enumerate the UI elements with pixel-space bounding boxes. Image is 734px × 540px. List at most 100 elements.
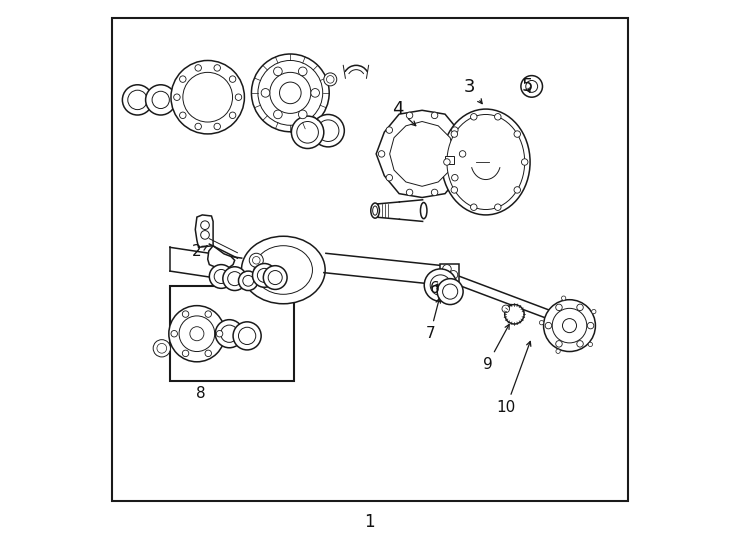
Circle shape (459, 151, 466, 157)
Circle shape (299, 110, 307, 119)
Circle shape (209, 265, 233, 288)
Circle shape (239, 327, 255, 345)
Circle shape (592, 309, 596, 314)
Bar (170, 286, 294, 381)
Circle shape (179, 316, 215, 352)
Circle shape (128, 90, 148, 110)
Circle shape (270, 72, 310, 113)
Circle shape (169, 306, 225, 362)
Circle shape (443, 276, 451, 285)
Circle shape (556, 304, 562, 310)
Circle shape (171, 60, 244, 134)
Circle shape (407, 189, 413, 195)
Circle shape (190, 327, 204, 341)
Circle shape (297, 122, 319, 143)
Text: 5: 5 (521, 77, 533, 95)
Circle shape (171, 330, 178, 337)
Ellipse shape (241, 237, 325, 303)
Circle shape (495, 204, 501, 211)
Circle shape (233, 322, 261, 350)
Circle shape (274, 110, 282, 119)
Circle shape (200, 231, 209, 239)
Circle shape (443, 284, 458, 299)
Ellipse shape (373, 206, 377, 215)
Circle shape (153, 340, 170, 357)
Bar (446, 156, 454, 164)
Circle shape (588, 342, 592, 347)
Circle shape (449, 271, 458, 279)
Circle shape (451, 187, 457, 193)
Circle shape (539, 321, 544, 325)
Circle shape (327, 76, 334, 83)
Circle shape (217, 330, 223, 337)
Circle shape (228, 272, 241, 286)
Circle shape (252, 264, 276, 287)
Circle shape (432, 112, 438, 119)
Circle shape (324, 73, 337, 86)
Circle shape (505, 305, 524, 324)
Circle shape (180, 76, 186, 82)
Circle shape (252, 54, 330, 132)
Circle shape (239, 271, 258, 291)
Circle shape (157, 343, 167, 353)
Circle shape (205, 311, 211, 318)
Circle shape (229, 76, 236, 82)
Circle shape (451, 127, 458, 133)
Circle shape (243, 275, 254, 286)
Circle shape (587, 322, 594, 329)
Circle shape (252, 256, 260, 264)
Circle shape (470, 113, 477, 120)
Text: 3: 3 (464, 78, 482, 104)
Text: 9: 9 (482, 325, 509, 372)
Circle shape (378, 151, 385, 157)
Circle shape (205, 350, 211, 356)
Circle shape (280, 82, 301, 104)
Circle shape (200, 221, 209, 230)
Circle shape (514, 131, 520, 137)
Circle shape (562, 296, 566, 300)
Circle shape (152, 91, 170, 109)
Circle shape (258, 268, 272, 282)
Circle shape (521, 159, 528, 165)
Circle shape (514, 187, 520, 193)
Circle shape (274, 67, 282, 76)
Circle shape (386, 127, 393, 133)
Circle shape (556, 349, 560, 354)
Ellipse shape (442, 109, 530, 215)
Circle shape (182, 311, 189, 318)
Circle shape (214, 269, 228, 284)
Circle shape (215, 320, 244, 348)
Circle shape (123, 85, 153, 115)
Circle shape (261, 89, 270, 97)
Text: 1: 1 (364, 512, 375, 531)
Polygon shape (390, 122, 454, 186)
Text: 2: 2 (192, 244, 207, 259)
Text: 7: 7 (426, 298, 440, 341)
Circle shape (214, 65, 220, 71)
Circle shape (235, 94, 241, 100)
Circle shape (221, 325, 238, 342)
Ellipse shape (371, 203, 379, 218)
Circle shape (195, 65, 201, 71)
Circle shape (182, 350, 189, 356)
Ellipse shape (254, 246, 313, 294)
Circle shape (268, 271, 282, 285)
Circle shape (310, 89, 319, 97)
Circle shape (495, 113, 501, 120)
Circle shape (432, 189, 438, 195)
Circle shape (562, 319, 576, 333)
Circle shape (451, 174, 458, 181)
Circle shape (521, 76, 542, 97)
Circle shape (526, 80, 537, 92)
Text: 8: 8 (197, 386, 206, 401)
Circle shape (312, 114, 344, 147)
Ellipse shape (421, 202, 427, 219)
Circle shape (544, 300, 595, 352)
Circle shape (577, 304, 584, 310)
Circle shape (556, 341, 562, 347)
Text: 10: 10 (497, 341, 531, 415)
Ellipse shape (447, 114, 525, 210)
Circle shape (451, 131, 457, 137)
Circle shape (264, 266, 287, 289)
Circle shape (577, 341, 584, 347)
